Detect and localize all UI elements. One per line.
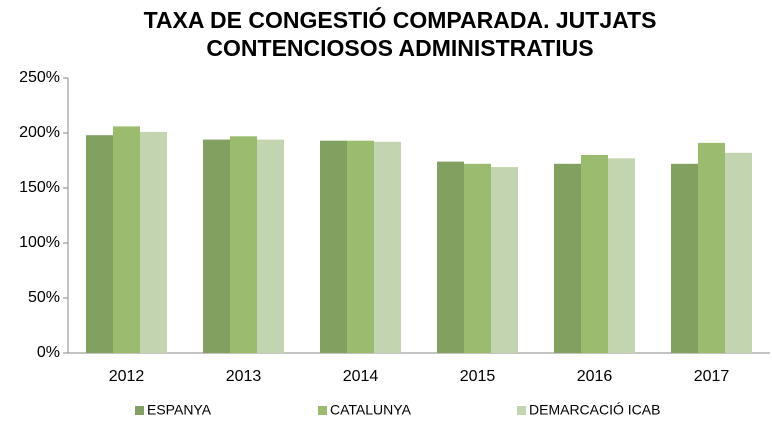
bar bbox=[230, 136, 257, 353]
bar bbox=[203, 139, 230, 353]
bar bbox=[554, 163, 581, 353]
bar bbox=[581, 155, 608, 353]
y-tick-label: 200% bbox=[19, 124, 60, 141]
bar bbox=[725, 152, 752, 353]
legend-label: ESPANYA bbox=[147, 402, 212, 418]
y-tick-label: 150% bbox=[19, 179, 60, 196]
bar bbox=[698, 142, 725, 353]
bar bbox=[464, 163, 491, 353]
bar bbox=[257, 139, 284, 353]
bar bbox=[113, 126, 140, 354]
bar bbox=[608, 158, 635, 353]
legend-label: DEMARCACIÓ ICAB bbox=[529, 402, 660, 418]
x-tick-label: 2012 bbox=[109, 368, 145, 385]
chart-title: TAXA DE CONGESTIÓ COMPARADA. JUTJATS bbox=[144, 6, 657, 33]
bar bbox=[671, 163, 698, 353]
x-tick-label: 2016 bbox=[577, 368, 613, 385]
x-tick-label: 2014 bbox=[343, 368, 379, 385]
bar bbox=[140, 131, 167, 353]
bar bbox=[374, 141, 401, 353]
y-tick-label: 50% bbox=[28, 289, 60, 306]
y-tick-label: 100% bbox=[19, 234, 60, 251]
bar bbox=[491, 167, 518, 353]
bar bbox=[437, 161, 464, 353]
bar bbox=[347, 140, 374, 353]
bar bbox=[320, 140, 347, 353]
x-tick-label: 2015 bbox=[460, 368, 496, 385]
chart-title: CONTENCIOSOS ADMINISTRATIUS bbox=[206, 35, 593, 61]
x-tick-label: 2017 bbox=[694, 368, 730, 385]
legend-label: CATALUNYA bbox=[330, 402, 412, 418]
legend-swatch bbox=[517, 406, 526, 415]
legend-swatch bbox=[135, 406, 144, 415]
x-tick-label: 2013 bbox=[226, 368, 262, 385]
y-tick-label: 250% bbox=[19, 69, 60, 86]
bar bbox=[86, 135, 113, 353]
legend-swatch bbox=[318, 406, 327, 415]
y-tick-label: 0% bbox=[37, 344, 60, 361]
